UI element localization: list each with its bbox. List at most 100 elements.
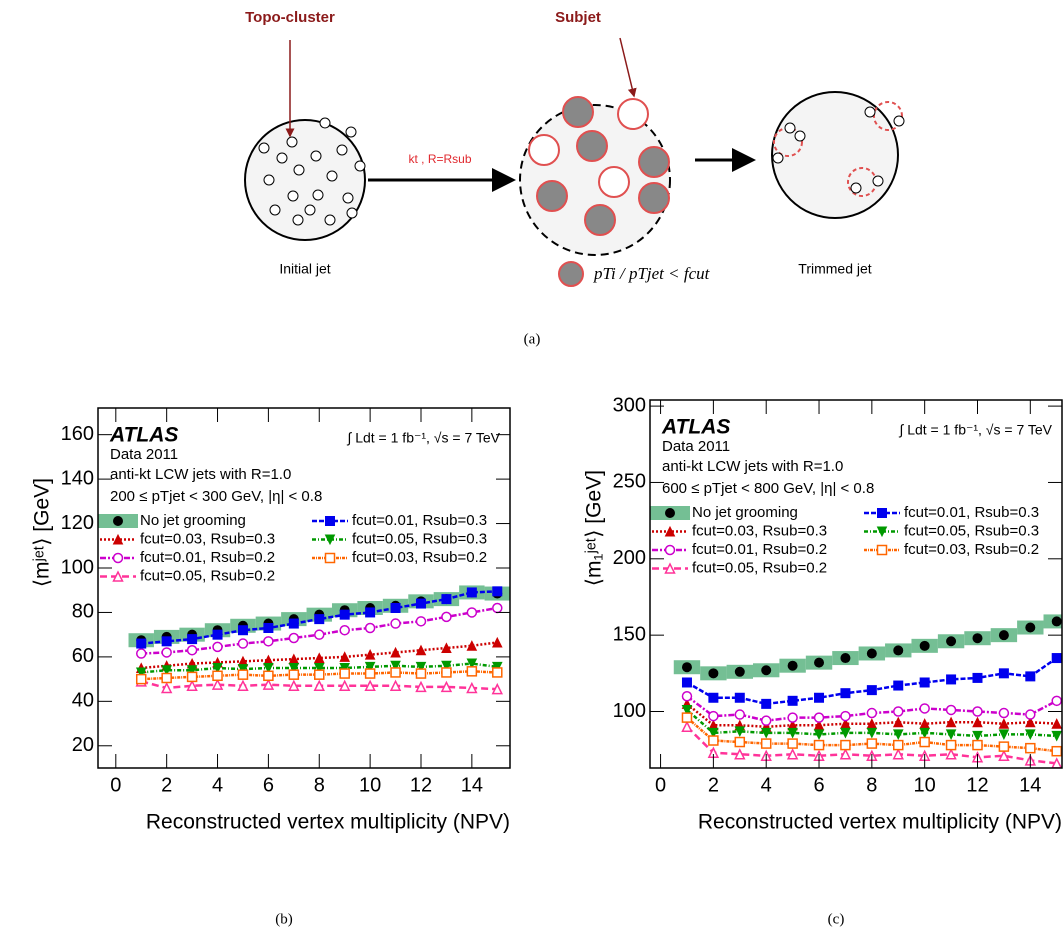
y-tick-label: 200 bbox=[613, 547, 646, 569]
marker bbox=[364, 679, 376, 692]
marker bbox=[946, 674, 957, 685]
series-line bbox=[141, 641, 498, 670]
marker bbox=[186, 679, 198, 692]
x-axis-label: Reconstructed vertex multiplicity (NPV) bbox=[146, 811, 510, 834]
marker bbox=[1051, 745, 1062, 757]
marker bbox=[288, 663, 300, 674]
legend-marker bbox=[664, 562, 676, 574]
marker bbox=[1025, 709, 1036, 720]
annotation: 200 ≤ pTjet < 300 GeV, |η| < 0.8 bbox=[110, 488, 322, 505]
marker bbox=[945, 704, 957, 716]
marker bbox=[492, 602, 503, 614]
marker bbox=[892, 716, 904, 728]
plot-frame bbox=[97, 407, 511, 769]
marker bbox=[364, 622, 376, 634]
marker bbox=[136, 638, 147, 649]
marker bbox=[212, 641, 223, 653]
marker bbox=[389, 679, 402, 692]
x-tick-label: 0 bbox=[655, 774, 666, 796]
marker bbox=[390, 667, 401, 678]
marker bbox=[339, 624, 350, 636]
marker bbox=[840, 739, 851, 751]
y-tick-label: 250 bbox=[613, 471, 646, 493]
marker bbox=[135, 673, 147, 685]
marker bbox=[998, 729, 1010, 741]
x-tick-label: 10 bbox=[359, 774, 381, 796]
marker bbox=[893, 706, 904, 717]
marker bbox=[1051, 616, 1062, 627]
marker bbox=[972, 706, 983, 717]
marker bbox=[339, 663, 351, 674]
marker bbox=[415, 644, 427, 656]
marker bbox=[681, 690, 693, 702]
marker bbox=[390, 603, 401, 613]
annotation: Data 2011 bbox=[662, 438, 730, 455]
marker bbox=[1051, 718, 1062, 729]
marker bbox=[415, 616, 427, 627]
marker bbox=[998, 707, 1010, 719]
marker bbox=[840, 688, 851, 699]
plot-area bbox=[673, 614, 1062, 768]
marker bbox=[390, 618, 401, 629]
marker bbox=[364, 649, 376, 660]
marker bbox=[945, 748, 957, 760]
x-tick-label: 4 bbox=[761, 774, 772, 796]
marker bbox=[237, 669, 249, 680]
marker bbox=[440, 680, 453, 693]
marker bbox=[313, 663, 325, 674]
marker bbox=[339, 609, 350, 620]
series-line bbox=[141, 662, 498, 674]
marker bbox=[135, 648, 147, 659]
marker bbox=[998, 749, 1010, 762]
marker bbox=[681, 712, 693, 723]
marker bbox=[813, 739, 825, 751]
marker bbox=[866, 707, 878, 719]
marker bbox=[972, 633, 983, 644]
marker bbox=[1051, 695, 1062, 707]
marker bbox=[1051, 653, 1062, 664]
x-tick-label: 8 bbox=[866, 774, 877, 796]
marker bbox=[288, 679, 300, 692]
marker bbox=[186, 671, 198, 683]
marker bbox=[160, 681, 173, 694]
legend-label: fcut=0.03, Rsub=0.2 bbox=[352, 549, 487, 566]
legend-marker bbox=[664, 525, 676, 537]
marker bbox=[945, 716, 957, 728]
marker bbox=[161, 672, 172, 684]
marker bbox=[441, 594, 452, 605]
y-tick-label: 60 bbox=[72, 645, 94, 667]
marker bbox=[1024, 729, 1036, 741]
marker bbox=[288, 669, 300, 680]
marker bbox=[787, 660, 798, 671]
marker bbox=[813, 712, 825, 723]
y-tick-label: 100 bbox=[613, 700, 646, 722]
y-axis-label: ⟨mʲᵉᵗ⟩ [GeV] bbox=[31, 478, 54, 587]
marker bbox=[237, 625, 248, 636]
marker bbox=[840, 727, 851, 739]
x-tick-label: 6 bbox=[813, 774, 824, 796]
initial-label: Initial jet bbox=[279, 261, 330, 277]
marker bbox=[466, 607, 478, 618]
marker bbox=[492, 667, 503, 678]
marker bbox=[390, 660, 401, 672]
marker bbox=[314, 614, 325, 625]
legend-label: fcut=0.01, Rsub=0.2 bbox=[140, 549, 275, 566]
legend-marker bbox=[325, 516, 335, 526]
series-line bbox=[686, 725, 1057, 765]
marker bbox=[734, 726, 746, 737]
marker bbox=[466, 666, 478, 677]
marker bbox=[390, 646, 401, 658]
marker bbox=[708, 727, 719, 739]
marker bbox=[734, 748, 746, 760]
x-tick-label: 14 bbox=[461, 774, 483, 796]
legend-label: fcut=0.05, Rsub=0.2 bbox=[692, 559, 827, 576]
marker bbox=[839, 748, 852, 760]
legend-label: fcut=0.01, Rsub=0.3 bbox=[904, 504, 1039, 521]
marker bbox=[211, 678, 224, 690]
marker bbox=[1025, 671, 1036, 682]
marker bbox=[237, 638, 249, 649]
marker bbox=[866, 738, 878, 749]
marker bbox=[466, 681, 478, 694]
diagram: Topo-cluster kt , R=Rsub Subjet Initial … bbox=[244, 9, 905, 347]
